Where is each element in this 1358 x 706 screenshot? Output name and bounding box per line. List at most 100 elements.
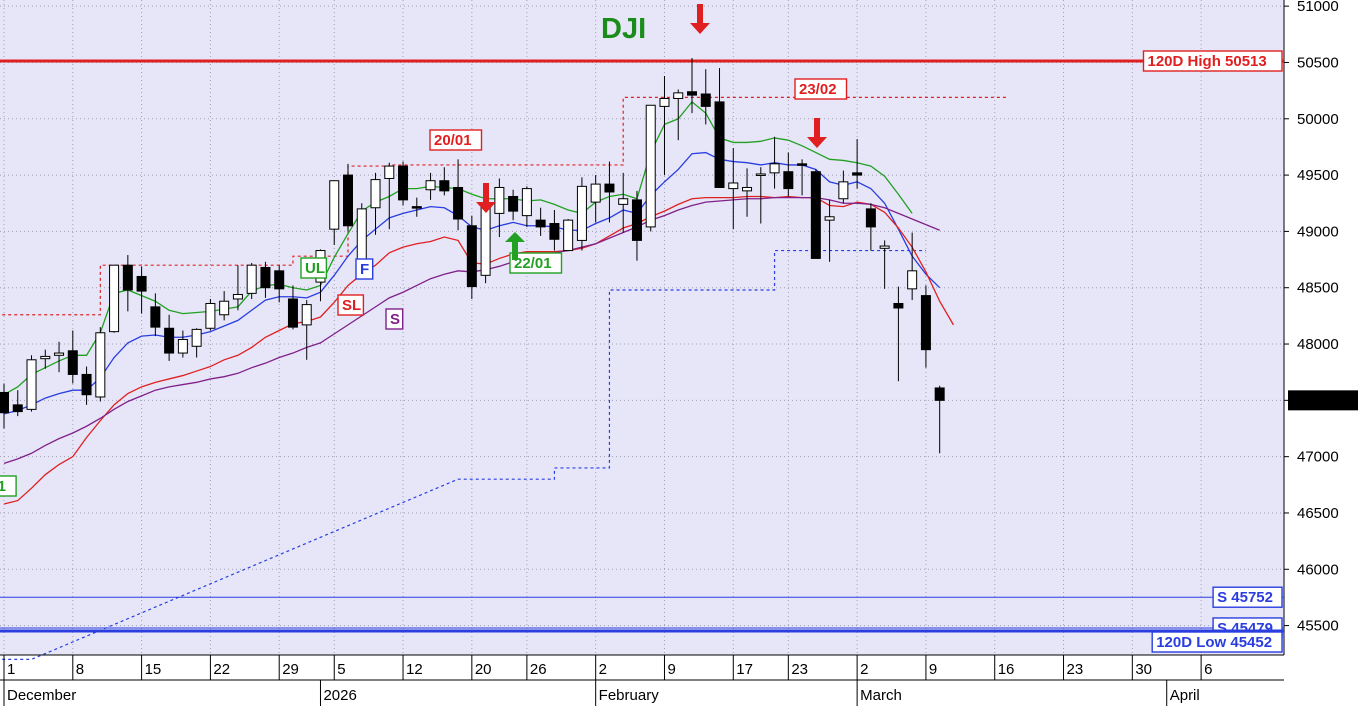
candle-body <box>604 183 615 193</box>
candle-body <box>343 174 353 227</box>
x-tick-label: 23 <box>791 661 808 678</box>
x-tick-label: 26 <box>530 661 547 678</box>
arrow-down-icon <box>690 4 710 34</box>
candle-body <box>466 225 477 288</box>
candle-body <box>810 171 821 259</box>
ma-label-s-box <box>385 308 404 330</box>
x-tick-label: 6 <box>1204 661 1212 678</box>
candle-body <box>81 373 92 396</box>
candle-body <box>260 266 271 289</box>
arrow-up-icon <box>505 232 525 260</box>
last-price-box <box>1288 390 1358 411</box>
ma-label-f-box <box>355 258 374 280</box>
x-tick-label: 15 <box>145 661 162 678</box>
month-label: April <box>1170 687 1200 704</box>
ma-label-s: S <box>390 311 400 328</box>
y-tick-label: 50500 <box>1297 54 1339 71</box>
candle-body <box>439 180 450 192</box>
arrow-down-icon <box>476 183 496 213</box>
x-tick-label: 16 <box>998 661 1015 678</box>
y-tick-label: 49500 <box>1297 167 1339 184</box>
x-tick-label: 12 <box>406 661 423 678</box>
ma-label-ul: UL <box>305 260 325 277</box>
date-label-box <box>509 252 563 274</box>
month-label: 2026 <box>323 687 356 704</box>
candle-body <box>40 355 51 360</box>
candle-body <box>122 264 133 291</box>
candle-body <box>563 219 574 252</box>
candle-body <box>508 195 519 212</box>
candle-body <box>673 92 684 100</box>
candle-body <box>177 339 188 354</box>
candle-body <box>879 245 890 249</box>
candle-body <box>67 350 78 375</box>
candle-body <box>700 93 711 107</box>
x-tick-label: 8 <box>76 661 84 678</box>
candle-body <box>631 199 642 241</box>
y-tick-label: 51000 <box>1297 0 1339 15</box>
candle-body <box>95 332 106 398</box>
x-tick-label: 20 <box>475 661 492 678</box>
candle-body <box>150 306 161 328</box>
candle-body <box>164 327 175 354</box>
x-tick-label: 2 <box>860 661 868 678</box>
ma-label-sl: SL <box>342 297 361 314</box>
x-tick-label: 29 <box>282 661 299 678</box>
level-label-box <box>1142 50 1283 72</box>
candle-body <box>274 270 285 290</box>
candle-body <box>356 208 367 264</box>
candle-body <box>920 295 931 351</box>
candle-body <box>287 298 298 328</box>
y-tick-label: 46500 <box>1297 505 1339 522</box>
x-tick-label: 5 <box>337 661 345 678</box>
candle-body <box>852 172 863 176</box>
level-label-box <box>1212 586 1283 608</box>
chart-title: DJI <box>601 13 646 45</box>
candle-body <box>714 101 725 188</box>
candle-body <box>687 91 697 96</box>
candle-body <box>797 163 808 166</box>
candle-body <box>783 171 794 190</box>
date-label: /11 <box>0 478 6 495</box>
candle-body <box>329 180 340 230</box>
candle-body <box>645 104 656 228</box>
x-tick-label: 9 <box>667 661 675 678</box>
candle-body <box>934 387 945 401</box>
x-tick-label: 1 <box>7 661 15 678</box>
candle-body <box>411 206 422 209</box>
month-label: March <box>860 687 902 704</box>
y-tick-label: 50000 <box>1297 111 1339 128</box>
arrow-down-icon <box>807 118 827 148</box>
candle-body <box>453 186 464 220</box>
price-axis: 4550046000465004700047500480004850049000… <box>1284 0 1358 635</box>
plot-background <box>0 0 1284 655</box>
date-label: 23/02 <box>799 81 837 98</box>
candle-body <box>824 216 835 221</box>
date-label: 20/01 <box>434 132 472 149</box>
x-tick-label: 9 <box>929 661 937 678</box>
candle-body <box>246 264 257 294</box>
candle-body <box>838 181 849 200</box>
x-tick-label: 17 <box>736 661 753 678</box>
ma-label-f: F <box>360 261 369 278</box>
candle-body <box>232 293 243 300</box>
candle-body <box>26 359 37 410</box>
candle-body <box>521 188 532 217</box>
y-tick-label: 46000 <box>1297 561 1339 578</box>
y-tick-label: 45500 <box>1297 618 1339 635</box>
candle-body <box>384 165 395 179</box>
price-axis-panel <box>1284 0 1358 706</box>
candle-body <box>54 352 65 356</box>
candle-body <box>370 179 381 209</box>
candle-body <box>590 183 601 203</box>
level-label: 120D High 50513 <box>1148 53 1267 70</box>
candle-body <box>136 275 147 292</box>
candle-body <box>728 182 739 190</box>
y-tick-label: 49000 <box>1297 223 1339 240</box>
y-tick-label: 48500 <box>1297 280 1339 297</box>
candle-body <box>907 270 918 290</box>
x-tick-label: 22 <box>213 661 230 678</box>
annotations: UL F SL S/11 20/01 22/01 23/02 <box>0 4 848 497</box>
candle-body <box>425 180 436 191</box>
